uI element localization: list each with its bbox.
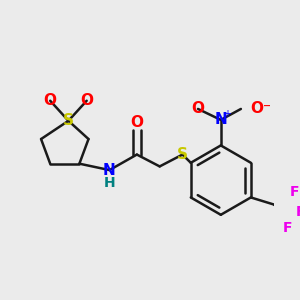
Text: F: F [283,221,292,236]
Text: H: H [104,176,115,190]
Text: O⁻: O⁻ [250,101,271,116]
Text: O: O [130,115,143,130]
Text: O: O [80,93,93,108]
Text: S: S [63,113,74,128]
Text: N: N [103,163,116,178]
Text: N: N [214,112,227,128]
Text: F: F [296,205,300,219]
Text: S: S [177,147,188,162]
Text: +: + [223,110,231,119]
Text: F: F [290,185,299,199]
Text: O: O [44,93,57,108]
Text: O: O [191,101,205,116]
